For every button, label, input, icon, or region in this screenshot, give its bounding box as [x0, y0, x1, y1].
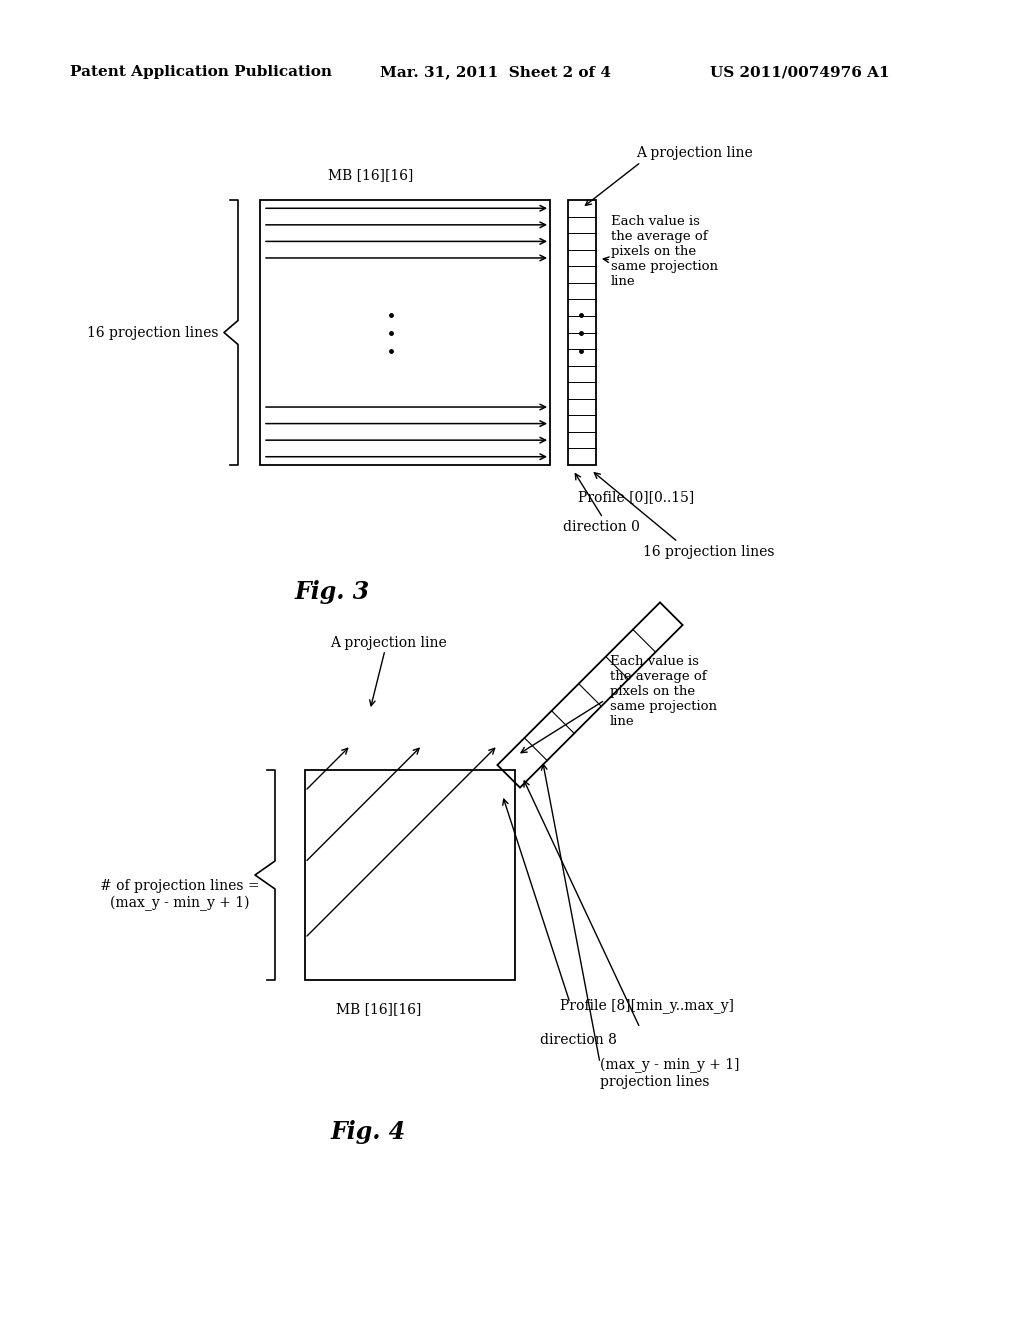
- Text: Mar. 31, 2011  Sheet 2 of 4: Mar. 31, 2011 Sheet 2 of 4: [380, 65, 611, 79]
- Text: A projection line: A projection line: [636, 147, 753, 160]
- Text: Patent Application Publication: Patent Application Publication: [70, 65, 332, 79]
- Bar: [260, 201, 550, 465]
- Text: Fig. 4: Fig. 4: [331, 1119, 406, 1144]
- Text: direction 0: direction 0: [563, 520, 640, 535]
- Text: Profile [0][0..15]: Profile [0][0..15]: [578, 490, 694, 504]
- Text: 16 projection lines: 16 projection lines: [87, 326, 219, 339]
- Text: A projection line: A projection line: [330, 636, 446, 649]
- Text: MB [16][16]: MB [16][16]: [336, 1002, 421, 1016]
- Text: 16 projection lines: 16 projection lines: [643, 545, 774, 558]
- Text: Fig. 3: Fig. 3: [295, 579, 370, 605]
- Text: Profile [8][min_y..max_y]: Profile [8][min_y..max_y]: [560, 998, 734, 1012]
- Text: US 2011/0074976 A1: US 2011/0074976 A1: [710, 65, 890, 79]
- Text: Each value is
the average of
pixels on the
same projection
line: Each value is the average of pixels on t…: [611, 215, 718, 288]
- Text: # of projection lines =
(max_y - min_y + 1): # of projection lines = (max_y - min_y +…: [100, 879, 260, 911]
- Bar: [305, 770, 515, 979]
- Text: Each value is
the average of
pixels on the
same projection
line: Each value is the average of pixels on t…: [610, 655, 717, 729]
- Text: MB [16][16]: MB [16][16]: [328, 168, 413, 182]
- Bar: [568, 201, 596, 465]
- Text: (max_y - min_y + 1]
projection lines: (max_y - min_y + 1] projection lines: [600, 1059, 739, 1089]
- Text: direction 8: direction 8: [540, 1034, 616, 1047]
